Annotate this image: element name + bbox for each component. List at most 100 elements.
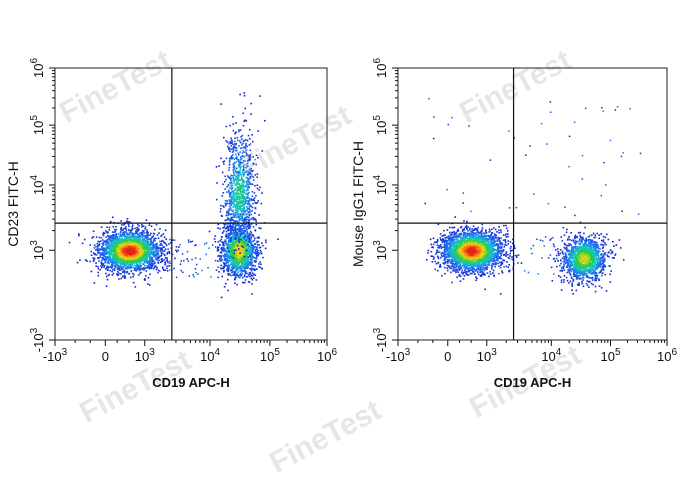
event-dot [228,213,231,215]
event-dot [242,281,245,284]
event-dot [118,254,121,256]
event-dot [220,103,222,105]
event-dot [240,158,243,160]
event-dot [117,271,119,273]
event-dot [155,246,157,249]
event-dot [110,256,112,258]
event-dot [129,276,132,279]
event-dot [109,266,111,269]
event-dot [228,252,231,255]
event-dot [219,210,222,213]
event-dot [118,265,121,268]
event-dot [148,267,151,269]
event-dot [129,243,131,246]
event-dot [143,239,146,241]
event-dot [145,245,148,247]
event-dot [241,257,244,260]
event-dot [132,275,134,278]
event-dot [240,179,243,181]
event-dot [94,253,96,256]
event-dot [225,125,228,128]
event-dot [111,243,113,246]
event-dot [243,206,246,209]
event-dot [235,259,238,262]
event-dot [235,122,237,124]
event-dot [142,225,145,227]
event-dot [260,263,262,265]
event-dot [122,232,124,234]
event-dot [235,212,237,214]
event-dot [245,249,248,252]
event-dot [95,236,98,238]
event-dot [141,236,143,239]
event-dot [115,229,117,231]
event-dot [251,190,254,193]
event-dot [236,216,238,219]
event-dot [240,174,242,176]
event-dot [225,227,228,229]
event-dot [107,259,110,262]
event-dot [156,249,158,251]
event-dot [234,140,236,143]
event-dot [157,256,159,258]
event-dot [126,272,128,274]
event-dot [132,281,135,284]
event-dot [142,250,145,252]
event-dot [246,260,248,263]
event-dot [126,270,129,273]
event-dot [255,268,258,270]
event-dot [124,270,126,273]
event-dot [163,249,166,252]
event-dot [239,93,241,96]
event-dot [220,157,222,160]
event-dot [232,240,235,242]
event-dot [112,226,115,228]
event-dot [128,265,130,267]
event-dot [131,248,133,251]
event-dot [117,233,120,235]
event-dot [232,192,235,194]
event-dot [153,251,155,254]
event-dot [149,234,151,236]
event-dot [92,230,95,233]
event-dot [121,224,123,226]
event-dot [158,249,160,251]
event-dot [129,255,132,258]
event-dot [164,254,166,257]
event-dot [179,263,182,265]
event-dot [225,233,228,236]
event-dot [258,244,260,246]
event-dot [90,270,93,273]
event-dot [239,215,242,217]
event-dot [162,233,165,235]
event-dot [236,178,238,180]
event-dot [109,259,111,261]
event-dot [138,238,141,241]
event-dot [154,250,156,253]
event-dot [261,242,263,244]
event-dot [237,195,240,197]
event-dot [141,226,143,228]
event-dot [114,263,116,265]
event-dot [224,181,226,183]
event-dot [112,237,114,239]
event-dot [259,227,262,230]
event-dot [241,219,243,222]
event-dot [90,250,93,253]
event-dot [118,248,121,250]
event-dot [97,274,100,277]
event-dot [110,242,113,245]
event-dot [230,261,233,264]
event-dot [139,254,141,256]
event-dot [138,241,141,244]
event-dot [220,296,223,299]
event-dot [232,179,235,182]
event-dot [230,187,233,190]
event-dot [161,244,163,246]
event-dot [260,251,262,253]
event-dot [105,252,108,255]
event-dot [105,272,107,275]
event-dot [240,262,243,265]
event-dot [227,189,230,191]
event-dot [104,248,106,250]
